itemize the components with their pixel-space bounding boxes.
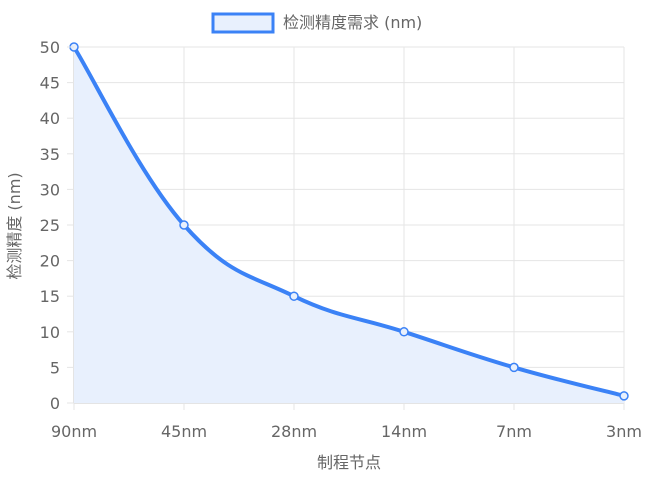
y-tick-label: 5: [50, 358, 60, 377]
point-layer: [69, 42, 629, 401]
x-tick-label: 3nm: [606, 422, 642, 441]
data-point[interactable]: [619, 391, 629, 401]
y-axis-ticks: 0 5 10 15 20 25 30 35 40 45 50: [40, 38, 74, 413]
y-tick-label: 35: [40, 145, 60, 164]
y-tick-label: 50: [40, 38, 60, 57]
series-area: [74, 47, 624, 403]
data-point[interactable]: [179, 220, 189, 230]
area-layer: [74, 47, 624, 403]
y-tick-label: 40: [40, 109, 60, 128]
y-tick-label: 10: [40, 323, 60, 342]
legend-label[interactable]: 检测精度需求 (nm): [283, 13, 422, 32]
y-tick-label: 25: [40, 216, 60, 235]
y-axis-title: 检测精度 (nm): [5, 172, 24, 279]
y-tick-label: 30: [40, 180, 60, 199]
x-tick-label: 28nm: [271, 422, 317, 441]
x-axis-title: 制程节点: [317, 453, 381, 472]
y-tick-label: 15: [40, 287, 60, 306]
data-point[interactable]: [399, 327, 409, 337]
x-tick-label: 90nm: [51, 422, 97, 441]
data-point[interactable]: [289, 291, 299, 301]
x-axis-ticks: 90nm 45nm 28nm 14nm 7nm 3nm: [51, 403, 642, 441]
x-tick-label: 7nm: [496, 422, 532, 441]
data-point[interactable]: [509, 362, 519, 373]
legend[interactable]: 检测精度需求 (nm): [211, 12, 422, 34]
legend-swatch[interactable]: [211, 12, 275, 34]
y-tick-label: 45: [40, 74, 60, 93]
x-tick-label: 45nm: [161, 422, 207, 441]
x-tick-label: 14nm: [381, 422, 427, 441]
y-tick-label: 20: [40, 252, 60, 271]
y-tick-label: 0: [50, 394, 60, 413]
